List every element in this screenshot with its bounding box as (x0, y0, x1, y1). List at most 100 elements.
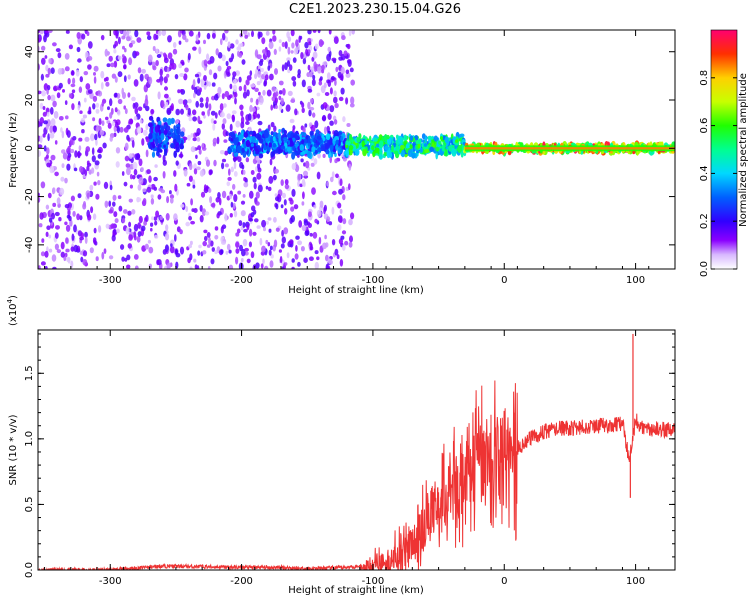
spectrogram-cell (281, 64, 285, 72)
spectrogram-cell (290, 50, 294, 54)
spectrogram-cell (44, 55, 48, 59)
spectrogram-cell (159, 79, 163, 86)
spectrogram-cell (293, 204, 299, 210)
x-tick-label: 0 (501, 275, 507, 286)
spectrogram-cell (87, 41, 93, 49)
spectrogram-cell (95, 108, 100, 114)
spectrogram-cell (110, 223, 115, 229)
spectrogram-cell (182, 34, 187, 40)
spectrogram-cell (64, 221, 68, 226)
spectrogram-cell (40, 73, 45, 81)
spectrogram-cell (311, 56, 315, 62)
spectrogram-cell (228, 57, 233, 63)
spectrogram-cell (163, 151, 168, 156)
spectrogram-cell (134, 102, 139, 109)
spectrogram-cell (123, 127, 129, 133)
spectrogram-cell (209, 169, 213, 175)
spectrogram-cell (82, 259, 88, 266)
spectrogram-cell (331, 76, 335, 81)
snr-y-label: SNR (10 * v/v) (8, 414, 19, 485)
spectrogram-cell (257, 71, 262, 78)
spectrogram-cell (401, 149, 405, 158)
spectrogram-cell (201, 111, 205, 116)
spectrogram-cell (67, 257, 71, 264)
spectrogram-cell (348, 241, 353, 248)
spectrogram-cell (292, 57, 297, 63)
spectrogram-cell (119, 30, 123, 34)
spectrogram-cell (152, 132, 156, 140)
spectrogram-cell (111, 120, 115, 127)
spectrogram-cell (278, 129, 281, 133)
spectrogram-cell (142, 188, 147, 193)
spectrogram-cell (317, 66, 322, 74)
spectrogram-cell (284, 184, 290, 190)
spectrogram-cell (280, 97, 285, 105)
spectrogram-cell (173, 170, 177, 177)
spectrogram-cell (338, 96, 344, 102)
spectrogram-cell (224, 163, 229, 168)
spectrogram-cell (97, 153, 102, 159)
spectrogram-cell (95, 193, 100, 200)
spectrogram-cell (303, 170, 308, 177)
spectrogram-cell (205, 96, 209, 104)
spectrogram-cell (128, 57, 133, 66)
spectrogram-cell (262, 49, 267, 54)
spectrogram-cell (187, 98, 192, 104)
spectrogram-cell (147, 54, 153, 63)
spectrogram-cell (197, 115, 201, 123)
spectrogram-cell (329, 105, 335, 113)
spectrogram-cell (92, 95, 98, 102)
spectrogram-cell (165, 125, 171, 132)
spectrogram-cell (225, 68, 230, 76)
spectrogram-cell (232, 84, 238, 93)
spectrogram-cell (226, 181, 231, 187)
spectrogram-cell (388, 152, 393, 158)
spectrogram-cell (205, 101, 209, 109)
spectrogram-cell (193, 92, 196, 99)
spectrogram-cell (101, 251, 105, 260)
spectrogram-cell (80, 232, 84, 238)
spectrogram-cell (60, 251, 65, 258)
spectrogram-cell (39, 212, 44, 220)
spectrogram-cell (373, 137, 378, 142)
spectrogram-cell (283, 199, 287, 206)
colorbar-ticks: 0.0 0.2 0.4 0.6 0.8 (699, 70, 737, 277)
spectrogram-cell (64, 177, 68, 184)
spectrogram-cell (79, 110, 83, 114)
spectrogram-cell (89, 247, 94, 254)
spectrogram-cell (384, 145, 389, 151)
spectrogram-cell (220, 226, 224, 234)
spectrogram-cell (199, 215, 204, 223)
spectrogram-cell (105, 223, 110, 229)
spectrogram-cell (66, 147, 71, 154)
spectrogram-cell (319, 200, 324, 208)
spectrogram-cell (310, 66, 314, 73)
spectrogram-cell (273, 125, 277, 133)
spectrogram-cell (64, 100, 68, 105)
spectrogram-cell (307, 222, 312, 228)
spectrogram-cell (299, 134, 302, 141)
spectrogram-cell (160, 189, 166, 194)
spectrogram-cell (127, 137, 131, 142)
spectrogram-cell (327, 46, 331, 53)
spectrogram-cell (242, 194, 246, 198)
spectrogram-cell (314, 250, 319, 255)
spectrogram-cell (221, 241, 226, 245)
spectrogram-cell (157, 120, 162, 126)
spectrogram-cell (337, 224, 342, 231)
spectrogram-cell (77, 193, 82, 199)
spectrogram-cell (82, 250, 88, 257)
spectrogram-cell (163, 144, 166, 149)
spectrogram-cell (336, 254, 340, 260)
spectrogram-cell (170, 103, 174, 112)
spectrogram-cell (250, 83, 256, 88)
spectrogram-cell (139, 119, 143, 124)
spectrogram-cell (150, 108, 155, 115)
spectrogram-cell (159, 149, 163, 153)
spectrogram-cell (259, 237, 263, 246)
spectrogram-cell (195, 154, 198, 159)
spectrogram-cell (54, 171, 59, 177)
spectrogram-cell (188, 175, 193, 182)
spectrogram-cell (72, 136, 77, 141)
spectrogram-cell (154, 234, 159, 239)
